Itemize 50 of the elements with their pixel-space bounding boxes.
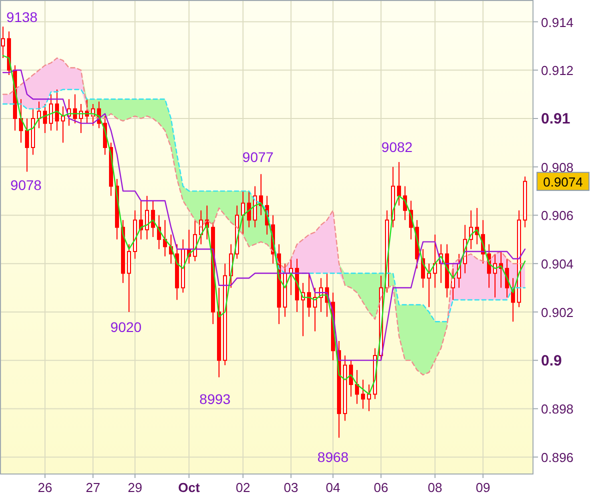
- candlestick: [37, 101, 41, 129]
- x-tick-label: 29: [128, 480, 142, 495]
- candlestick: [349, 360, 354, 398]
- candlestick: [1, 26, 5, 59]
- candlestick: [55, 88, 59, 132]
- y-tick-label: 0.906: [541, 208, 574, 224]
- y-tick-label: 0.912: [541, 63, 574, 78]
- annotation: 9082: [381, 139, 413, 155]
- candlestick: [151, 200, 156, 238]
- candlestick: [397, 162, 402, 206]
- annotation: 9138: [6, 9, 38, 25]
- candlestick: [247, 190, 252, 228]
- x-tick-label: 02: [236, 480, 250, 495]
- candlestick: [427, 263, 432, 308]
- x-tick-label: 06: [374, 480, 388, 495]
- x-tick-label: 26: [38, 480, 52, 495]
- candlestick: [433, 234, 438, 288]
- text: 0.9074: [543, 174, 583, 190]
- candlestick: [145, 195, 150, 240]
- candlestick: [361, 379, 366, 410]
- candlestick: [493, 253, 498, 298]
- x-tick-label: 03: [284, 480, 298, 495]
- annotation: 9077: [242, 149, 274, 165]
- candlestick: [367, 384, 372, 412]
- x-tick-label: Oct: [178, 480, 201, 495]
- x-tick-label: 27: [86, 480, 100, 495]
- candlestick: [25, 118, 29, 172]
- y-tick-label: 0.908: [541, 160, 574, 175]
- annotation: 9078: [10, 177, 42, 193]
- y-tick-label: 0.914: [541, 14, 574, 30]
- annotation: 9020: [110, 319, 142, 335]
- annotation: 8993: [199, 391, 231, 407]
- candlestick: [61, 106, 65, 144]
- y-tick-label: 0.9: [541, 352, 562, 370]
- candlestick: [241, 190, 246, 236]
- y-tick-label: 0.902: [541, 304, 574, 320]
- candlestick: [127, 244, 132, 312]
- annotation: 8968: [317, 449, 349, 465]
- y-tick-label: 0.904: [541, 256, 574, 272]
- candlestick: [355, 370, 360, 404]
- candlestick: [43, 103, 47, 134]
- x-tick-label: 04: [326, 480, 340, 495]
- y-tick-label: 0.91: [541, 110, 570, 128]
- y-tick-label: 0.896: [541, 450, 574, 466]
- candlestick: [307, 272, 312, 318]
- x-tick-label: 08: [428, 480, 442, 495]
- y-tick-label: 0.898: [541, 402, 574, 417]
- line-series: [2, 88, 526, 322]
- candlestick: [49, 94, 53, 132]
- x-tick-label: 09: [476, 480, 490, 495]
